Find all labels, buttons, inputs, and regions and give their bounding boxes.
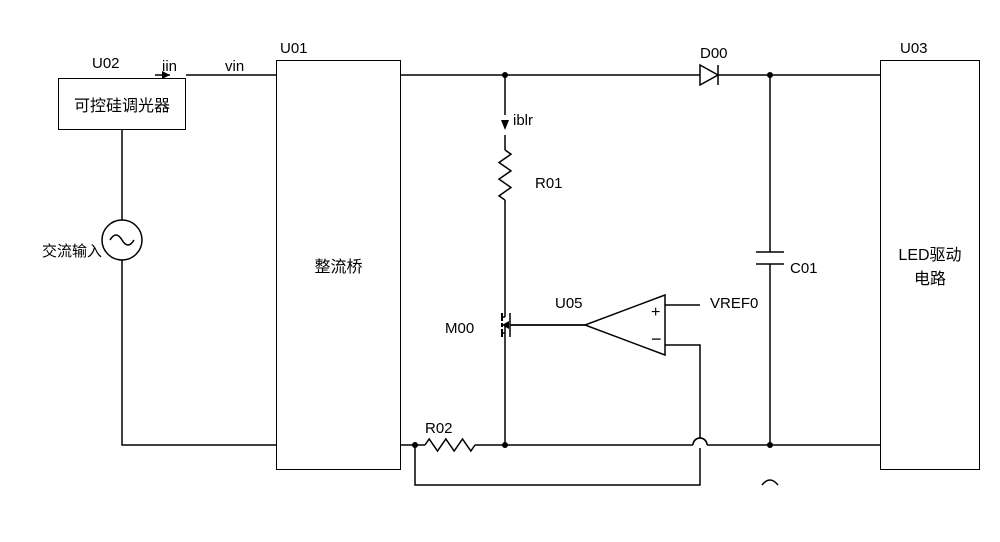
rectifier-box: 整流桥 xyxy=(276,60,401,470)
dimmer-box: 可控硅调光器 xyxy=(58,78,186,130)
led-driver-label: LED驱动 电路 xyxy=(898,241,961,289)
rectifier-label: 整流桥 xyxy=(314,253,362,277)
label-U03: U03 xyxy=(900,40,928,57)
dimmer-label: 可控硅调光器 xyxy=(74,92,170,116)
label-D00: D00 xyxy=(700,45,728,62)
label-vin: vin xyxy=(225,58,244,75)
label-iblr: iblr xyxy=(513,112,533,129)
label-ac-input: 交流输入 xyxy=(42,240,102,261)
label-C01: C01 xyxy=(790,260,818,277)
label-VREF0: VREF0 xyxy=(710,295,758,312)
svg-text:−: − xyxy=(651,329,662,349)
label-R01: R01 xyxy=(535,175,563,192)
svg-text:+: + xyxy=(651,304,660,321)
label-iin: iin xyxy=(162,58,177,75)
label-R02: R02 xyxy=(425,420,453,437)
led-driver-box: LED驱动 电路 xyxy=(880,60,980,470)
label-U01: U01 xyxy=(280,40,308,57)
label-U05: U05 xyxy=(555,295,583,312)
label-U02: U02 xyxy=(92,55,120,72)
label-M00: M00 xyxy=(445,320,474,337)
